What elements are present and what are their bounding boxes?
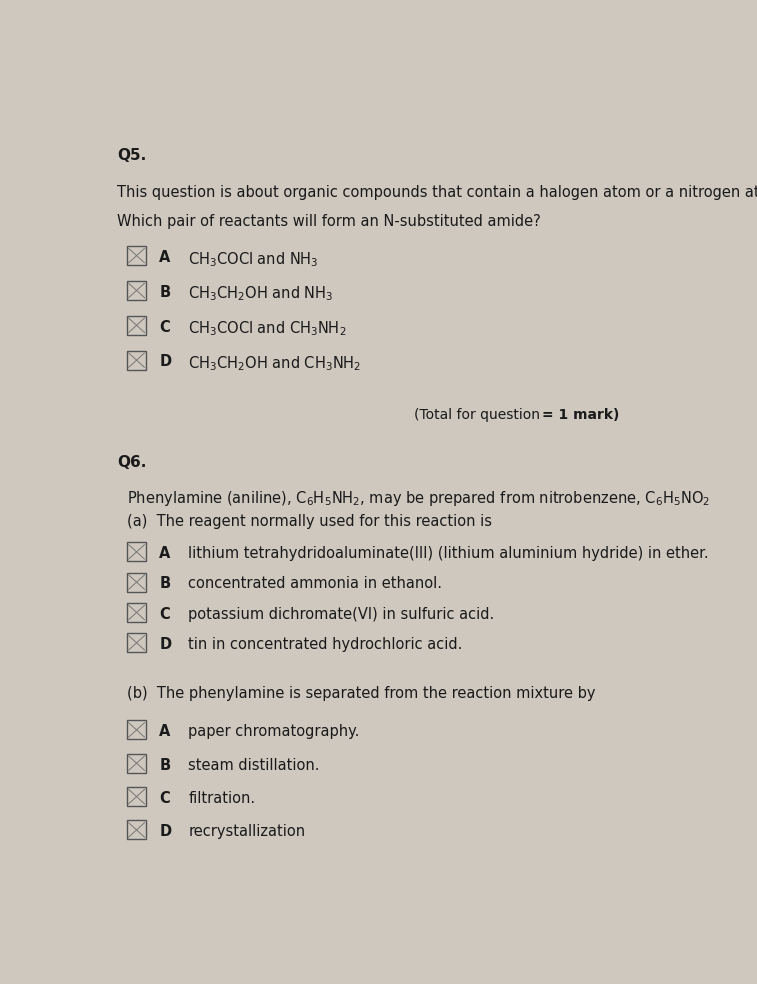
Text: B: B [159,284,170,300]
Text: potassium dichromate(VI) in sulfuric acid.: potassium dichromate(VI) in sulfuric aci… [188,607,495,622]
Text: recrystallization: recrystallization [188,825,306,839]
Text: A: A [159,250,170,265]
Text: C: C [159,320,170,335]
Text: Q6.: Q6. [117,456,146,470]
Text: D: D [159,825,171,839]
Bar [127,634,146,652]
Text: CH$_3$COCl and NH$_3$: CH$_3$COCl and NH$_3$ [188,250,319,269]
Bar [127,821,146,839]
Bar [127,350,146,370]
Text: CH$_3$COCl and CH$_3$NH$_2$: CH$_3$COCl and CH$_3$NH$_2$ [188,320,347,338]
Text: B: B [159,577,170,591]
Text: filtration.: filtration. [188,791,256,806]
Bar [127,720,146,739]
Bar [127,573,146,591]
Bar [127,542,146,561]
Text: D: D [159,637,171,652]
Text: A: A [159,724,170,739]
Text: (Total for question: (Total for question [414,408,545,422]
Text: = 1 mark): = 1 mark) [542,408,619,422]
Text: (a)  The reagent normally used for this reaction is: (a) The reagent normally used for this r… [127,515,492,529]
Text: B: B [159,758,170,772]
Bar [127,603,146,622]
Bar [127,787,146,806]
Text: A: A [159,546,170,561]
Bar [127,754,146,772]
Text: This question is about organic compounds that contain a halogen atom or a nitrog: This question is about organic compounds… [117,185,757,200]
Text: D: D [159,354,171,369]
Text: CH$_3$CH$_2$OH and NH$_3$: CH$_3$CH$_2$OH and NH$_3$ [188,284,334,303]
Text: lithium tetrahydridoaluminate(III) (lithium aluminium hydride) in ether.: lithium tetrahydridoaluminate(III) (lith… [188,546,709,561]
Bar [127,281,146,300]
Text: Phenylamine (aniline), C$_6$H$_5$NH$_2$, may be prepared from nitrobenzene, C$_6: Phenylamine (aniline), C$_6$H$_5$NH$_2$,… [127,489,710,509]
Text: Which pair of reactants will form an N-substituted amide?: Which pair of reactants will form an N-s… [117,214,540,228]
Text: C: C [159,607,170,622]
Text: (b)  The phenylamine is separated from the reaction mixture by: (b) The phenylamine is separated from th… [127,687,596,702]
Text: C: C [159,791,170,806]
Text: tin in concentrated hydrochloric acid.: tin in concentrated hydrochloric acid. [188,637,463,652]
Text: paper chromatography.: paper chromatography. [188,724,360,739]
Bar [127,246,146,265]
Text: Q5.: Q5. [117,149,146,163]
Text: CH$_3$CH$_2$OH and CH$_3$NH$_2$: CH$_3$CH$_2$OH and CH$_3$NH$_2$ [188,354,362,373]
Text: concentrated ammonia in ethanol.: concentrated ammonia in ethanol. [188,577,443,591]
Bar [127,316,146,335]
Text: steam distillation.: steam distillation. [188,758,320,772]
